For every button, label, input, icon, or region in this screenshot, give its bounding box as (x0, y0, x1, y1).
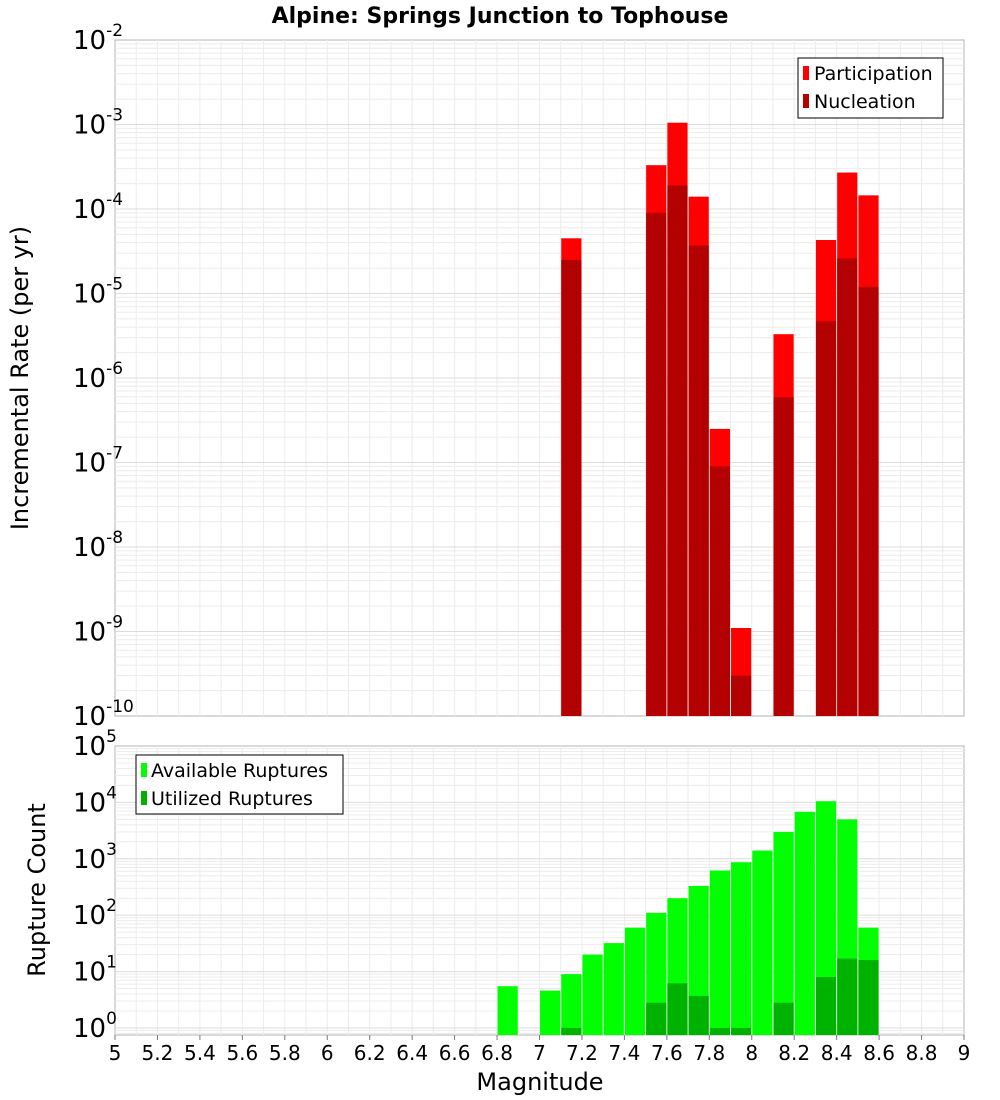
y-tick-label: 10-8 (73, 528, 123, 563)
count-bar-primary (773, 831, 794, 1035)
legend-swatch-utilized (141, 791, 147, 805)
count-bar-primary (794, 811, 815, 1035)
x-tick-label: 8 (745, 1041, 758, 1065)
x-tick-label: 6.6 (439, 1041, 471, 1065)
count-bar-primary (540, 990, 561, 1035)
count-bar-primary (624, 927, 646, 1035)
x-tick-label: 8.8 (906, 1041, 938, 1065)
x-tick-label: 7.2 (566, 1041, 598, 1065)
y-tick-label: 10-2 (73, 21, 123, 56)
count-bars (497, 801, 879, 1035)
y-tick-label: 10-9 (73, 613, 123, 648)
legend-label-nucleation: Nucleation (814, 91, 916, 113)
count-bar-primary (561, 974, 582, 1035)
y-tick-label: 10-10 (73, 697, 134, 732)
y-tick-label: 10-3 (73, 106, 123, 141)
x-tick-label: 7.8 (693, 1041, 725, 1065)
legend-label-participation: Participation (814, 63, 933, 85)
count-bar-primary (582, 954, 603, 1035)
x-tick-label: 8.2 (778, 1041, 810, 1065)
x-tick-label: 7 (533, 1041, 546, 1065)
count-bar-secondary (688, 995, 709, 1035)
count-bar-secondary (837, 958, 858, 1035)
count-bar-secondary (561, 1027, 582, 1035)
y-tick-label: 104 (73, 783, 117, 818)
x-tick-label: 5 (109, 1041, 122, 1065)
x-tick-label: 7.6 (651, 1041, 683, 1065)
rate-bar-secondary (773, 397, 794, 716)
rate-bar-secondary (709, 466, 730, 716)
count-bar-primary (709, 870, 730, 1035)
y-tick-label: 10-7 (73, 444, 123, 479)
rate-bar-secondary (688, 245, 709, 717)
rate-legend: Participation Nucleation (797, 57, 944, 119)
rate-bar-secondary (815, 321, 837, 716)
x-tick-label: 5.6 (226, 1041, 258, 1065)
count-bar-primary (815, 801, 837, 1035)
x-tick-label: 8.4 (821, 1041, 853, 1065)
x-tick-label: 5.2 (142, 1041, 174, 1065)
legend-swatch-nucleation (803, 94, 809, 108)
x-tick-label: 7.4 (608, 1041, 640, 1065)
x-tick-label: 8.6 (863, 1041, 895, 1065)
y-tick-label: 10-6 (73, 359, 123, 394)
rate-bar-secondary (646, 212, 667, 716)
count-y-axis-label: Rupture Count (23, 803, 51, 977)
rate-bar-secondary (837, 258, 858, 716)
count-bar-primary (603, 943, 624, 1035)
count-legend: Available Ruptures Utilized Ruptures (135, 754, 344, 815)
rate-grid (115, 40, 964, 716)
legend-swatch-participation (803, 66, 809, 80)
x-tick-label: 5.4 (184, 1041, 216, 1065)
y-tick-label: 102 (73, 896, 117, 931)
x-tick-label: 6.2 (354, 1041, 386, 1065)
rate-bar-secondary (858, 286, 879, 716)
y-tick-label: 10-4 (73, 190, 123, 225)
count-bar-secondary (646, 1002, 667, 1035)
rate-panel: 10-2 10-3 10-4 10-5 10-6 10-7 10-8 10-9 10-10 In… (6, 21, 965, 732)
rate-bars (561, 122, 879, 717)
count-bar-secondary (709, 1027, 730, 1035)
count-y-ticks: 105 104 103 102 101 100 (73, 727, 117, 1044)
count-bar-secondary (773, 1002, 794, 1035)
x-tick-label: 9 (958, 1041, 971, 1065)
y-tick-label: 105 (73, 727, 117, 762)
rate-y-axis-label: Incremental Rate (per yr) (6, 226, 34, 530)
count-panel: 105 104 103 102 101 100 5 5.2 5.4 5.6 5.8 6 6.2 6.4 6… (23, 727, 970, 1096)
count-bar-primary (497, 986, 518, 1035)
rate-y-ticks: 10-2 10-3 10-4 10-5 10-6 10-7 10-8 10-9 10-10 (73, 21, 134, 732)
count-bar-primary (731, 862, 752, 1035)
x-tick-label: 5.8 (269, 1041, 301, 1065)
x-ticks: 5 5.2 5.4 5.6 5.8 6 6.2 6.4 6.6 6.8 7 7.2 7.4 7.6 7.8 8… (109, 1035, 971, 1065)
rate-bar-secondary (731, 675, 752, 716)
x-axis-label: Magnitude (476, 1068, 603, 1096)
y-tick-label: 100 (73, 1009, 117, 1044)
y-tick-label: 10-5 (73, 275, 123, 310)
legend-swatch-available (141, 763, 147, 777)
x-tick-label: 6 (321, 1041, 334, 1065)
y-tick-label: 103 (73, 840, 117, 875)
count-bar-secondary (731, 1027, 752, 1035)
rate-bar-secondary (561, 259, 582, 716)
legend-label-available: Available Ruptures (151, 760, 328, 782)
rate-bar-secondary (667, 185, 688, 717)
count-bar-secondary (815, 977, 837, 1035)
count-bar-primary (752, 850, 773, 1035)
legend-label-utilized: Utilized Ruptures (151, 788, 313, 810)
x-tick-label: 6.4 (396, 1041, 428, 1065)
x-tick-label: 6.8 (481, 1041, 513, 1065)
count-bar-secondary (667, 983, 688, 1035)
y-tick-label: 101 (73, 953, 117, 988)
chart-title: Alpine: Springs Junction to Tophouse (272, 4, 729, 29)
count-bar-secondary (858, 960, 879, 1035)
